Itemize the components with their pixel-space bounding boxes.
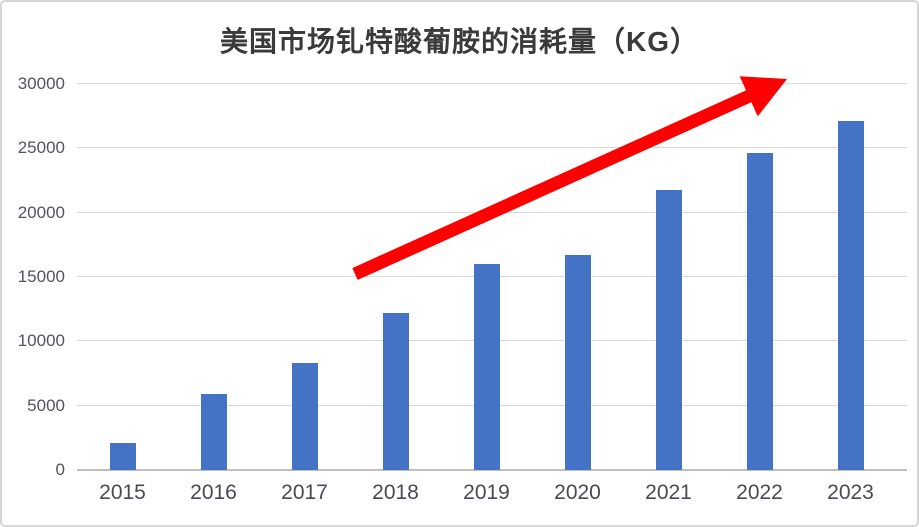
x-axis-line xyxy=(77,469,907,471)
y-tick-label: 10000 xyxy=(17,331,65,351)
x-tick-label: 2019 xyxy=(463,481,510,504)
x-tick-label: 2021 xyxy=(645,481,692,504)
x-tick-label: 2018 xyxy=(372,481,419,504)
bar-2021 xyxy=(655,189,682,470)
bar-2016 xyxy=(200,394,227,470)
y-tick-label: 25000 xyxy=(17,138,65,158)
bar-2015 xyxy=(109,442,136,470)
gridline xyxy=(77,83,907,84)
y-tick-label: 20000 xyxy=(17,202,65,222)
bar-2017 xyxy=(291,363,318,470)
x-tick-label: 2023 xyxy=(827,481,874,504)
x-tick-label: 2015 xyxy=(99,481,146,504)
chart-title: 美国市场钆特酸葡胺的消耗量（KG） xyxy=(219,26,699,57)
gridline xyxy=(77,147,907,149)
y-tick-label: 15000 xyxy=(17,267,65,286)
x-tick-label: 2016 xyxy=(190,481,237,504)
x-tick-label: 2022 xyxy=(736,481,783,504)
bar-2020 xyxy=(564,255,591,470)
y-tick-label: 0 xyxy=(55,460,65,479)
bar-2018 xyxy=(382,313,409,470)
bar-2023 xyxy=(837,121,864,470)
x-tick-label: 2020 xyxy=(554,481,601,504)
bar-2019 xyxy=(473,264,500,470)
y-tick-label: 5000 xyxy=(27,395,65,415)
bar-2022 xyxy=(746,153,773,470)
gridline xyxy=(77,211,907,213)
y-tick-label: 30000 xyxy=(17,74,65,93)
x-tick-label: 2017 xyxy=(281,481,328,504)
